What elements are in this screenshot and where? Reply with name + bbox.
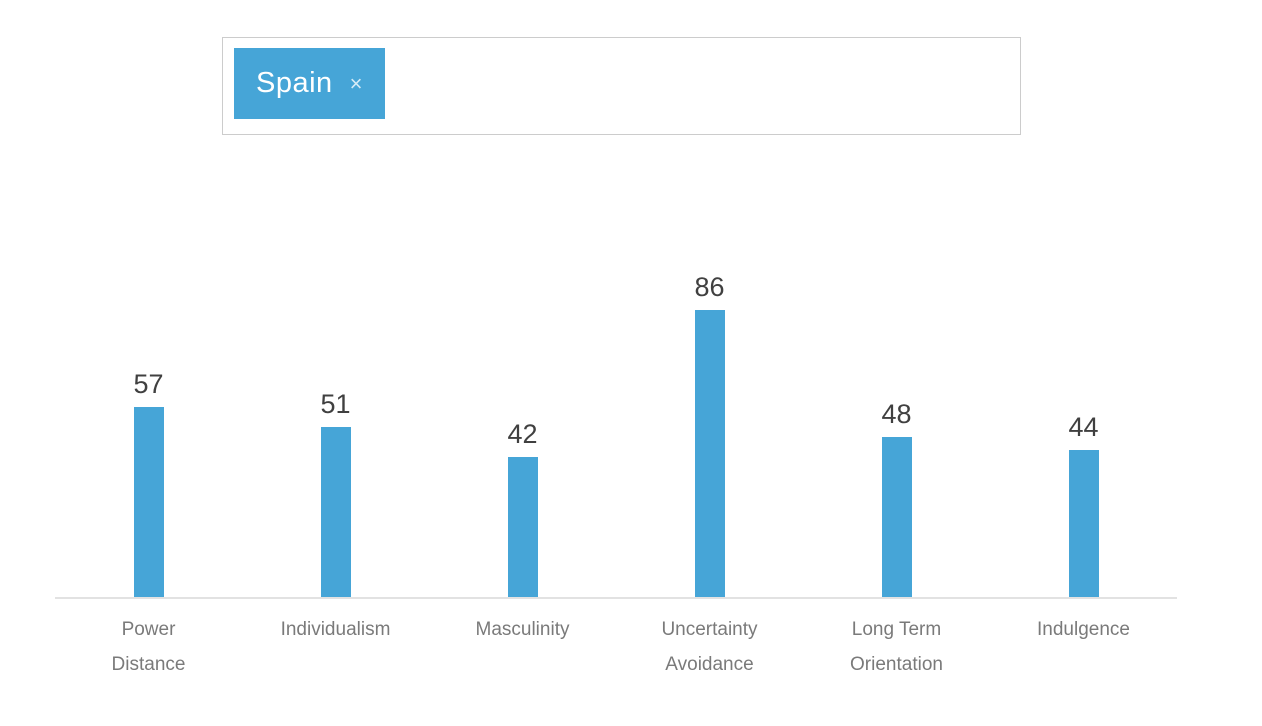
dimensions-bar-chart: 57 51 42 86 48 44 Power Distance Individualism M…: [55, 263, 1177, 682]
bar-column: 48: [803, 263, 990, 597]
remove-country-icon[interactable]: ×: [349, 70, 364, 96]
category-label: Long Term Orientation: [850, 619, 943, 675]
country-select-input[interactable]: Spain ×: [222, 37, 1021, 135]
bar-power-distance[interactable]: [133, 406, 164, 597]
bar-column: 51: [242, 263, 429, 597]
bar-uncertainty-avoidance[interactable]: [694, 309, 725, 597]
bar-column: 42: [429, 263, 616, 597]
bar-long-term-orientation[interactable]: [881, 436, 912, 597]
bar-value-label: 57: [133, 368, 164, 399]
bar-indulgence[interactable]: [1068, 450, 1099, 597]
bar-column: 57: [55, 263, 242, 597]
bar-value-label: 86: [694, 271, 725, 302]
bar-column: 86: [616, 263, 803, 597]
bar-value-label: 44: [1068, 412, 1099, 443]
chip-label: Spain: [256, 67, 333, 99]
category-label: Masculinity: [475, 619, 570, 640]
category-labels: Power Distance Individualism Masculinity Unc…: [55, 612, 1177, 682]
selected-country-chip[interactable]: Spain ×: [234, 48, 386, 119]
bar-individualism[interactable]: [320, 426, 351, 597]
category-label: Power Distance: [111, 619, 186, 675]
bar-column: 44: [990, 263, 1177, 597]
bar-value-label: 51: [320, 388, 351, 419]
bar-masculinity[interactable]: [507, 456, 538, 597]
category-label: Indulgence: [1037, 619, 1130, 640]
category-label: Individualism: [280, 619, 391, 640]
bar-value-label: 48: [881, 398, 912, 429]
bar-value-label: 42: [507, 418, 538, 449]
category-label: Uncertainty Avoidance: [661, 619, 758, 675]
x-axis-line: [55, 597, 1177, 599]
bar-plot: 57 51 42 86 48 44: [55, 263, 1177, 597]
